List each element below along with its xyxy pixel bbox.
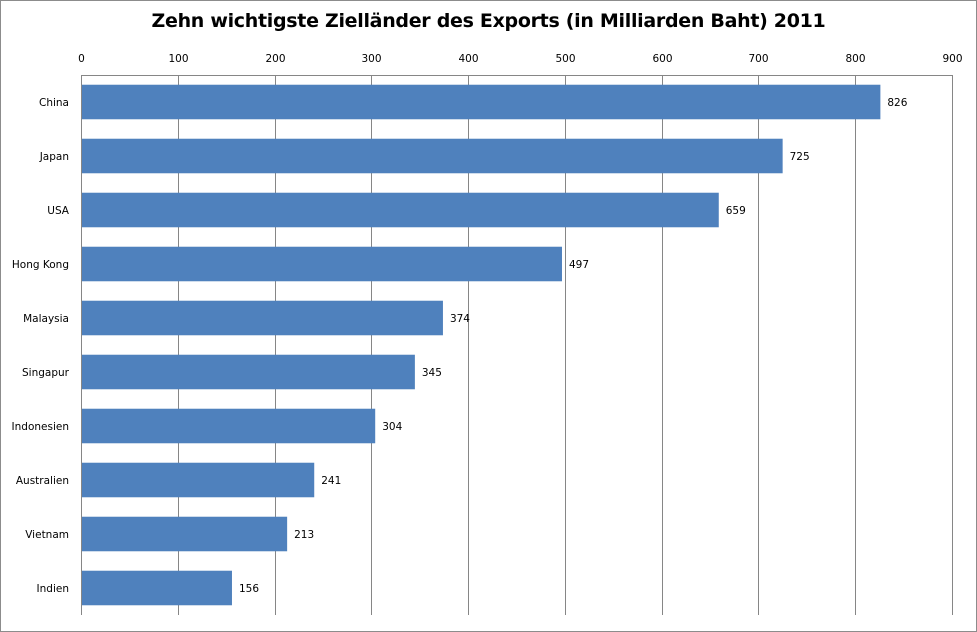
chart-title: Zehn wichtigste Zielländer des Exports (… — [151, 10, 826, 32]
data-label: 345 — [422, 367, 442, 379]
category-label: China — [39, 97, 69, 109]
category-label: Hong Kong — [12, 259, 69, 271]
data-label: 156 — [239, 583, 259, 595]
x-axis: 0 100 200 300 400 500 600 700 800 900 — [78, 53, 963, 615]
bar-australien — [82, 462, 315, 498]
bar-china — [82, 84, 881, 120]
data-label: 497 — [569, 259, 589, 271]
bar-japan — [82, 138, 783, 174]
category-labels: China Japan USA Hong Kong Malaysia Singapur In… — [12, 97, 70, 595]
category-label: USA — [47, 205, 70, 217]
x-tick-label: 400 — [458, 53, 478, 65]
bar-usa — [82, 192, 719, 228]
data-label: 725 — [790, 151, 810, 163]
x-tick-label: 500 — [555, 53, 575, 65]
x-tick-label: 900 — [942, 53, 962, 65]
x-tick-label: 200 — [265, 53, 285, 65]
x-tick-label: 100 — [168, 53, 188, 65]
data-label: 826 — [887, 97, 907, 109]
category-label: Indonesien — [12, 421, 69, 433]
category-label: Vietnam — [25, 529, 69, 541]
x-tick-label: 0 — [78, 53, 85, 65]
data-label: 374 — [450, 313, 470, 325]
data-label: 241 — [321, 475, 341, 487]
bar-indien — [82, 570, 232, 606]
x-tick-label: 700 — [748, 53, 768, 65]
x-tick-label: 600 — [652, 53, 672, 65]
data-labels: 826 725 659 497 374 345 304 241 213 156 — [239, 97, 908, 595]
category-label: Japan — [39, 151, 69, 163]
data-label: 659 — [726, 205, 746, 217]
category-label: Australien — [16, 475, 69, 487]
category-label: Singapur — [22, 367, 70, 379]
bar-malaysia — [82, 300, 443, 336]
x-tick-label: 300 — [361, 53, 381, 65]
bar-indonesien — [82, 408, 376, 444]
x-tick-label: 800 — [845, 53, 865, 65]
bar-singapur — [82, 354, 415, 390]
bar-vietnam — [82, 516, 288, 552]
data-label: 304 — [382, 421, 402, 433]
category-label: Indien — [37, 583, 69, 595]
bar-hong-kong — [82, 246, 562, 282]
data-label: 213 — [294, 529, 314, 541]
bars — [82, 84, 881, 606]
category-label: Malaysia — [23, 313, 69, 325]
